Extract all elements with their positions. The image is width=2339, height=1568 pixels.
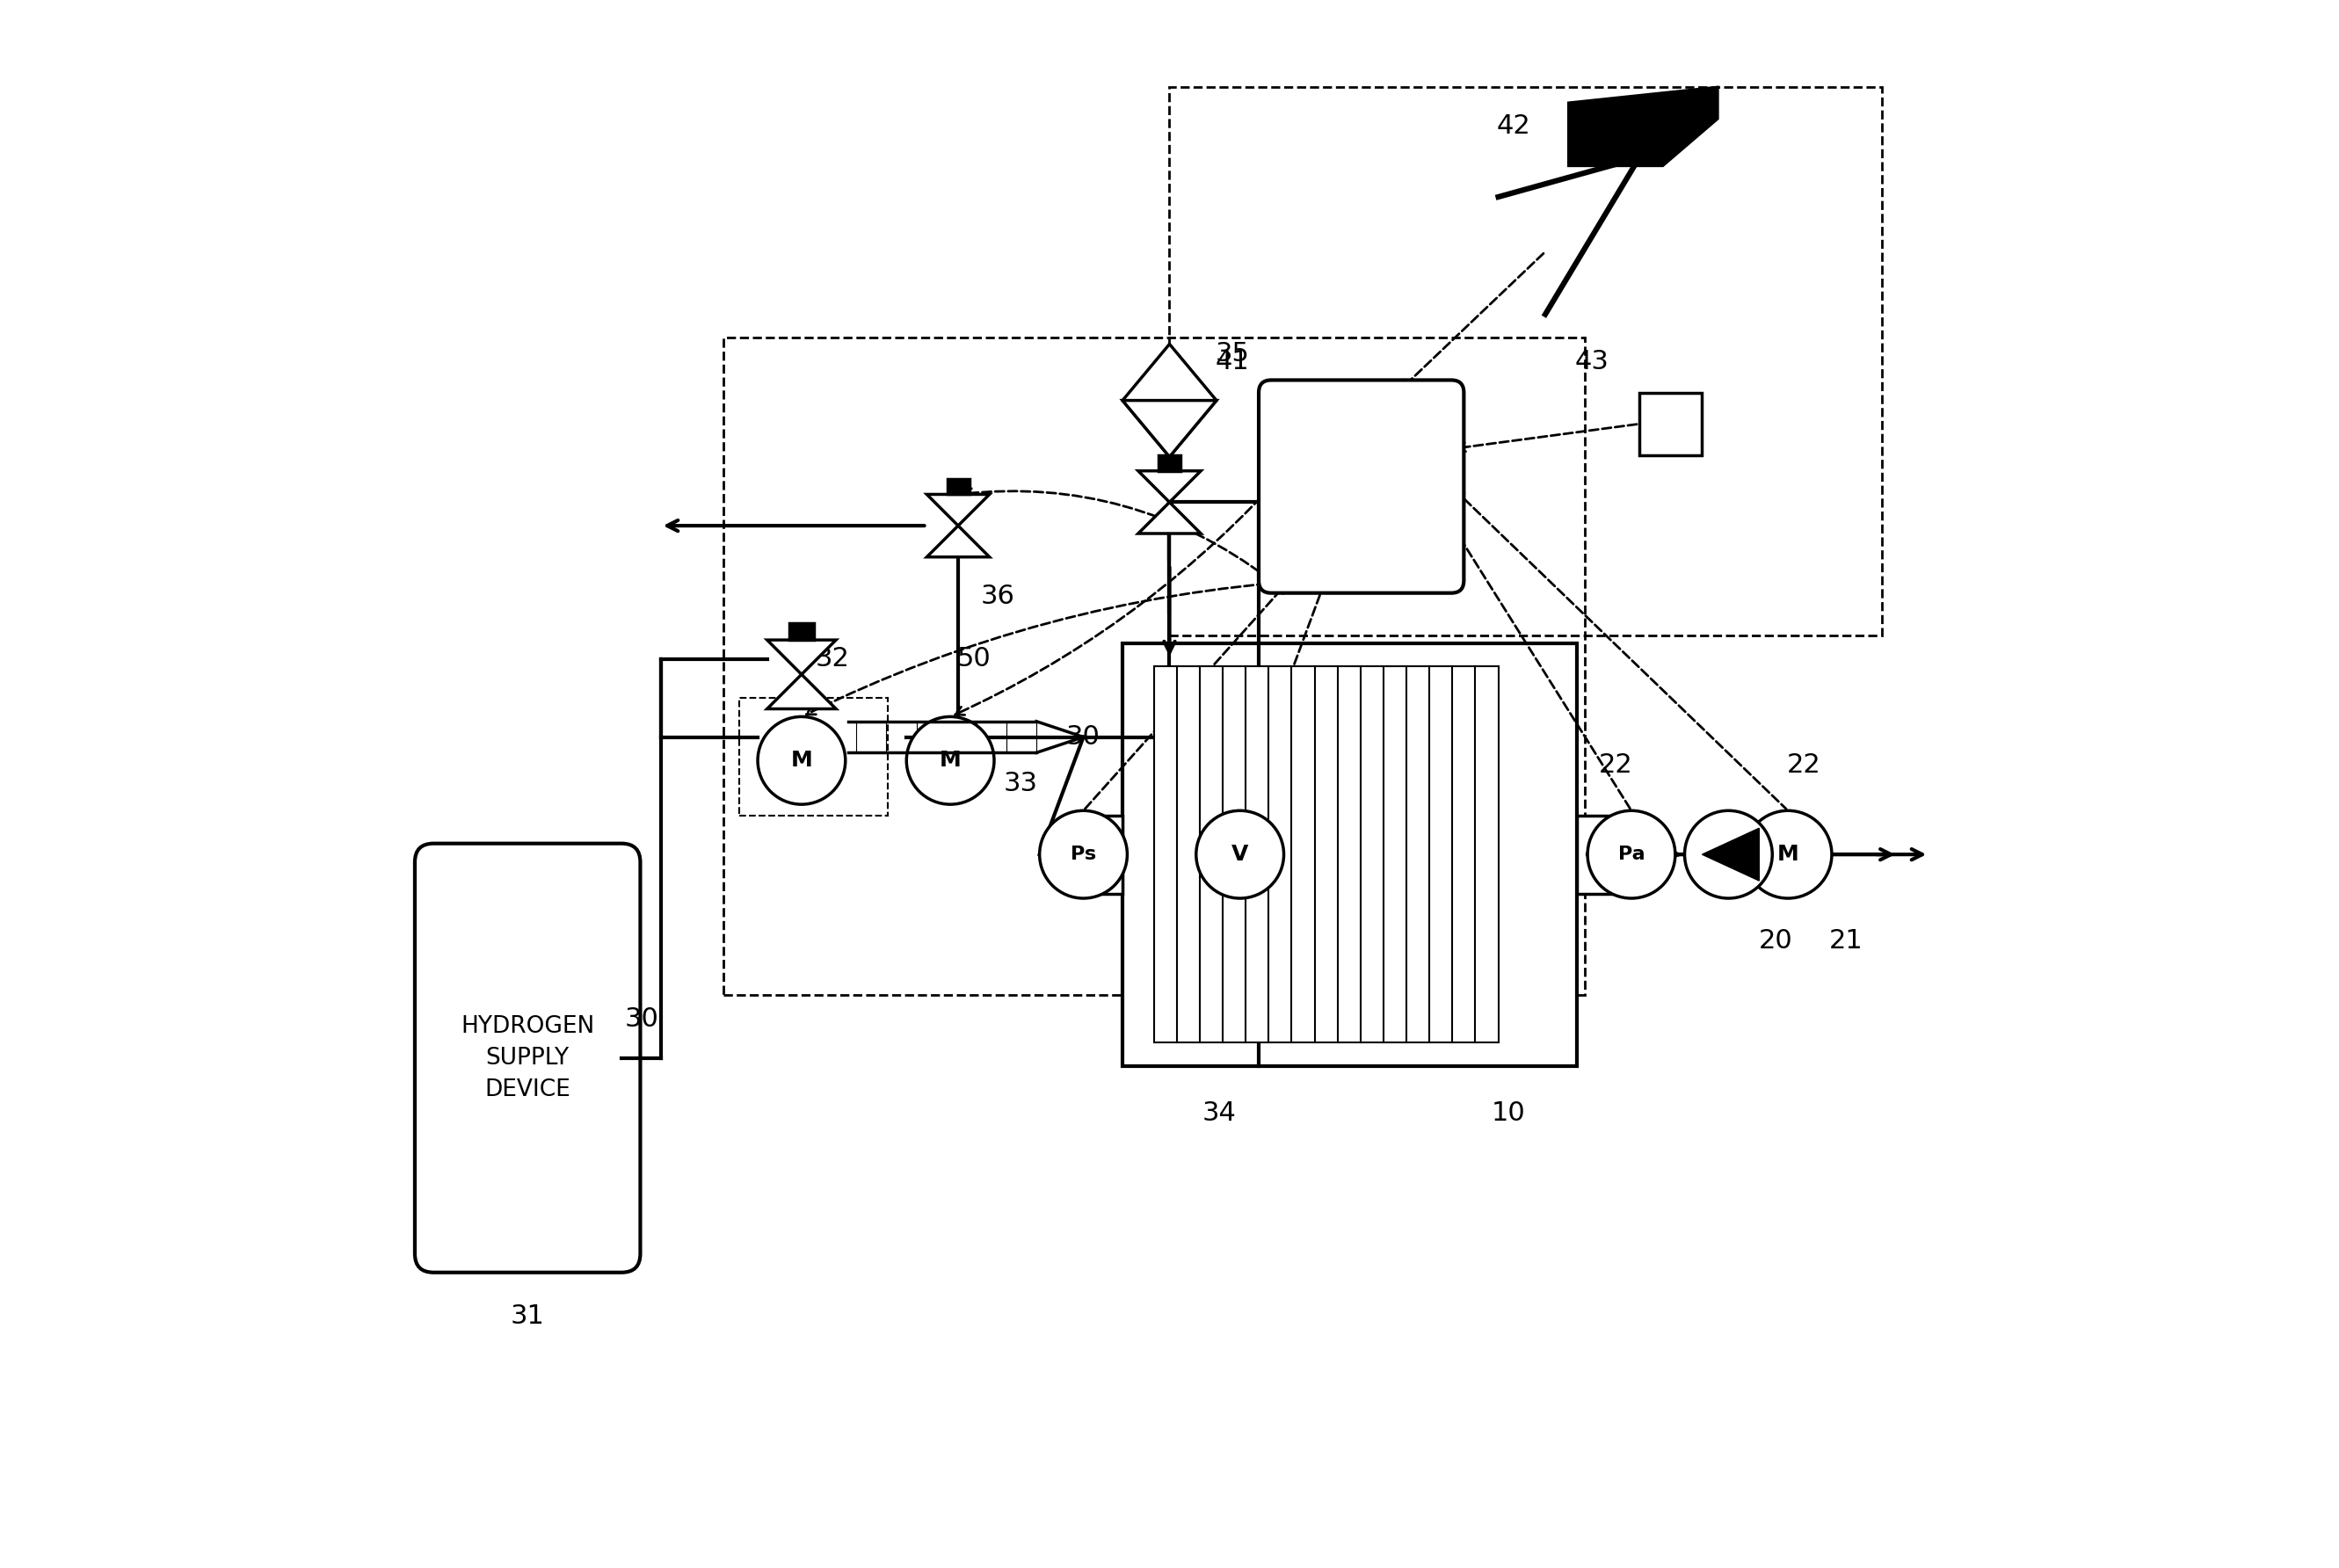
Text: 22: 22 (1598, 753, 1633, 778)
Polygon shape (926, 494, 989, 525)
Text: M: M (940, 750, 961, 771)
Bar (791, 622, 814, 640)
Bar (1640, 392, 1703, 455)
Text: 41: 41 (1214, 348, 1249, 375)
Bar (1153, 666, 1499, 1043)
Bar (739, 698, 889, 815)
Text: V: V (1230, 844, 1249, 866)
Bar (1576, 815, 1616, 894)
Circle shape (1039, 811, 1127, 898)
Polygon shape (1123, 343, 1216, 456)
Polygon shape (1139, 470, 1200, 502)
Polygon shape (767, 674, 835, 709)
Polygon shape (1123, 400, 1216, 456)
Text: 10: 10 (1492, 1101, 1525, 1126)
Circle shape (758, 717, 844, 804)
Text: 20: 20 (1759, 928, 1792, 953)
Circle shape (1588, 811, 1675, 898)
Polygon shape (1703, 828, 1759, 881)
Text: 32: 32 (816, 646, 849, 671)
Circle shape (1745, 811, 1831, 898)
Text: 43: 43 (1574, 348, 1609, 375)
Text: 50: 50 (957, 646, 992, 671)
Circle shape (1684, 811, 1773, 898)
Text: ECU: ECU (1333, 474, 1389, 500)
Bar (1170, 88, 1883, 635)
Bar (1158, 455, 1181, 470)
Polygon shape (926, 525, 989, 557)
Text: 36: 36 (980, 583, 1015, 608)
Text: HYDROGEN
SUPPLY
DEVICE: HYDROGEN SUPPLY DEVICE (461, 1014, 594, 1101)
Text: 30: 30 (1067, 724, 1099, 750)
Bar (1083, 815, 1123, 894)
Circle shape (908, 717, 994, 804)
Text: 35: 35 (1214, 340, 1249, 367)
Bar (1123, 643, 1576, 1066)
Text: 34: 34 (1202, 1101, 1237, 1126)
Text: 42: 42 (1497, 114, 1532, 140)
FancyBboxPatch shape (414, 844, 641, 1273)
Text: 33: 33 (1003, 771, 1039, 797)
Text: 11: 11 (1207, 724, 1242, 750)
Text: M: M (791, 750, 812, 771)
Text: M: M (1778, 844, 1799, 866)
Text: Pa: Pa (1619, 845, 1644, 864)
Polygon shape (1569, 88, 1717, 166)
Circle shape (1195, 811, 1284, 898)
Text: 30: 30 (625, 1007, 660, 1032)
Polygon shape (767, 640, 835, 674)
Polygon shape (1139, 502, 1200, 533)
Text: 22: 22 (1787, 753, 1820, 778)
FancyBboxPatch shape (1258, 379, 1464, 593)
Text: 31: 31 (510, 1303, 545, 1330)
Bar (723, 337, 1584, 996)
Bar (947, 478, 968, 494)
Text: 21: 21 (1829, 928, 1862, 953)
Text: Ps: Ps (1071, 845, 1097, 864)
